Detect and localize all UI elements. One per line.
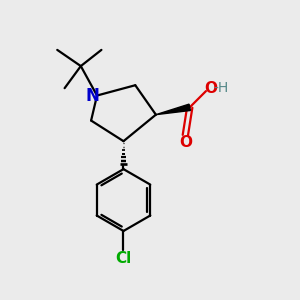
Polygon shape — [156, 104, 190, 115]
Text: -H: -H — [214, 81, 229, 95]
Text: Cl: Cl — [116, 250, 132, 266]
Text: N: N — [85, 86, 100, 104]
Text: O: O — [179, 135, 192, 150]
Text: O: O — [205, 81, 218, 96]
